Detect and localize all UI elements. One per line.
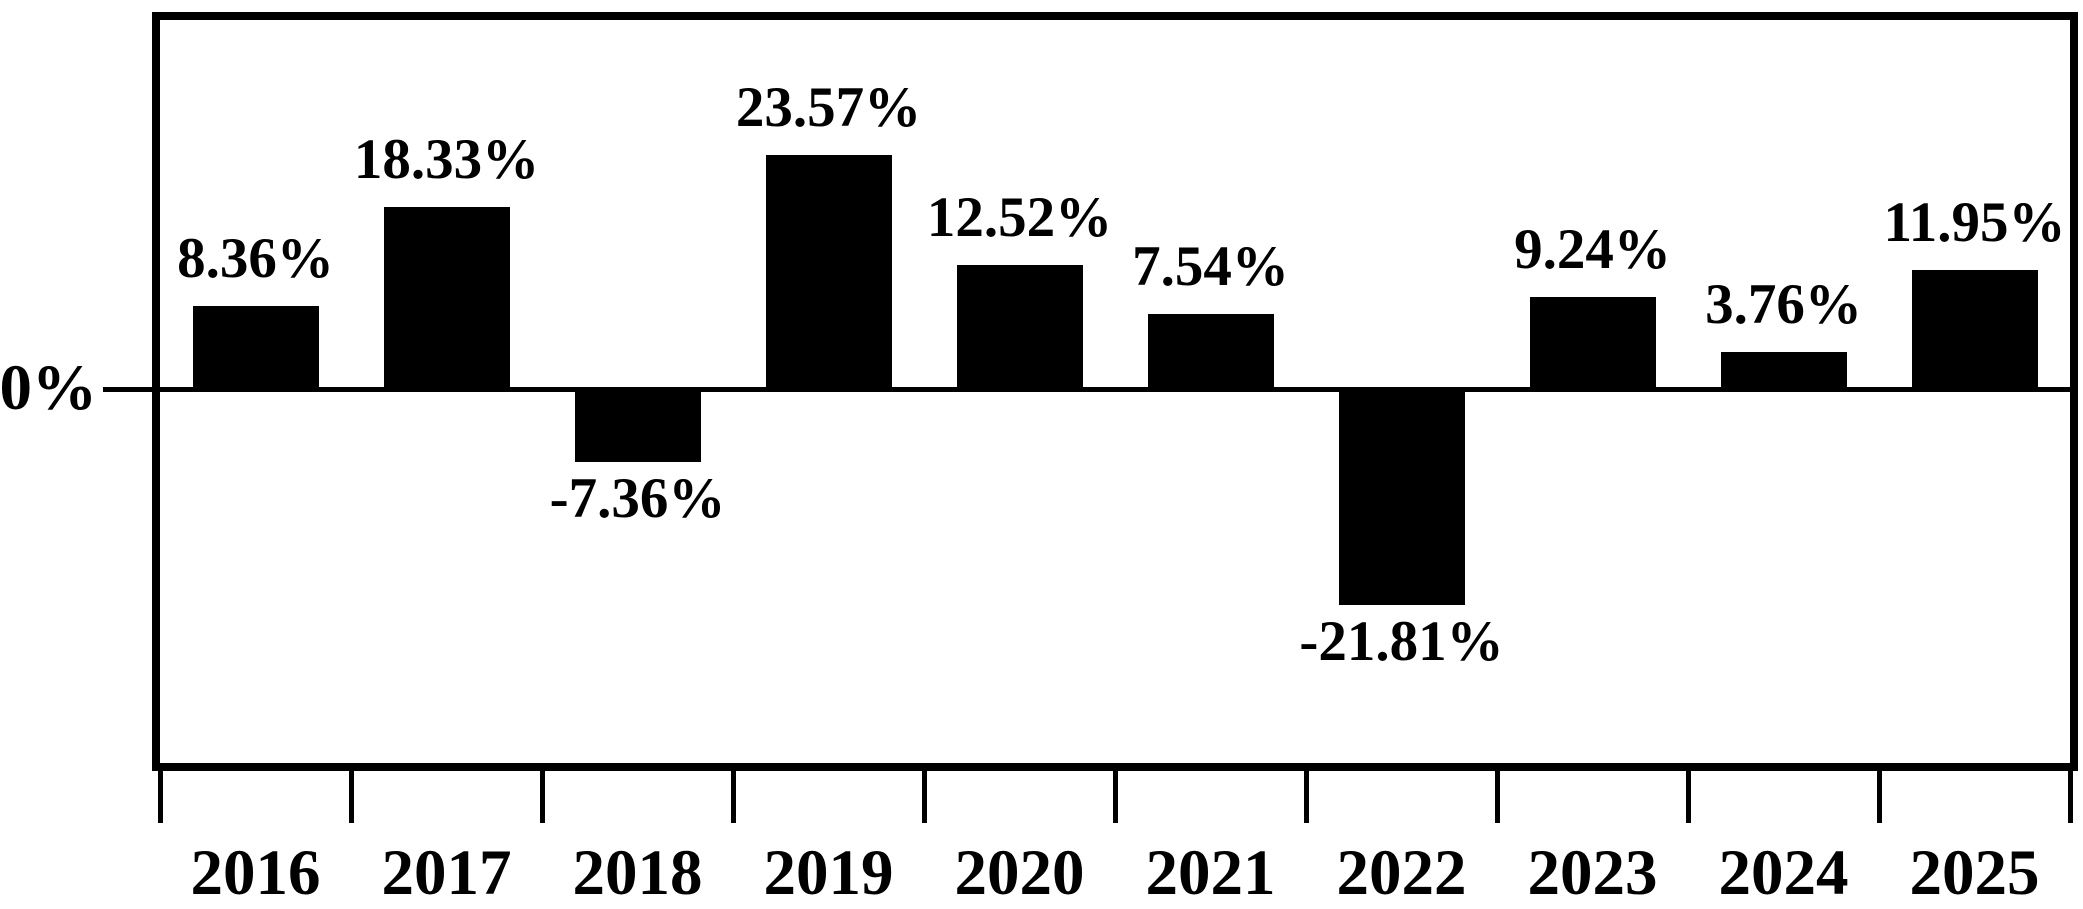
bar-2017: [383, 207, 510, 390]
zero-tick-mark: [103, 386, 152, 392]
bar-value-label: 18.33%: [353, 128, 540, 192]
x-axis-label-2025: 2025: [1909, 837, 2040, 909]
x-axis-tick: [1112, 769, 1118, 823]
bar-2020: [956, 264, 1083, 389]
x-axis-label-2023: 2023: [1527, 837, 1658, 909]
x-axis-label-2021: 2021: [1145, 837, 1276, 909]
x-axis-label-2017: 2017: [381, 837, 512, 909]
bar-value-label: 8.36%: [177, 227, 334, 291]
x-axis-tick: [2067, 769, 2073, 823]
x-axis-label-2024: 2024: [1718, 837, 1849, 909]
bar-value-label: 3.76%: [1705, 272, 1862, 336]
x-axis-tick: [157, 769, 163, 823]
bar-value-label: 12.52%: [926, 185, 1113, 249]
x-axis-label-2018: 2018: [572, 837, 703, 909]
bar-value-label: -21.81%: [1299, 610, 1504, 674]
bar-value-label: 11.95%: [1883, 191, 2066, 255]
x-axis-tick: [921, 769, 927, 823]
x-axis-tick: [539, 769, 545, 823]
zero-baseline: [160, 386, 2070, 392]
bar-2023: [1529, 297, 1656, 390]
x-axis-tick: [348, 769, 354, 823]
bar-value-label: -7.36%: [549, 467, 726, 531]
x-axis-label-2016: 2016: [190, 837, 321, 909]
bar-value-label: 9.24%: [1514, 218, 1671, 282]
bar-value-label: 7.54%: [1132, 235, 1289, 299]
x-axis-label-2020: 2020: [954, 837, 1085, 909]
bar-2024: [1720, 351, 1847, 390]
bar-2025: [1911, 270, 2038, 389]
bar-2016: [192, 306, 319, 389]
x-axis-tick: [1685, 769, 1691, 823]
bar-2022: [1338, 389, 1465, 606]
x-axis-label-2022: 2022: [1336, 837, 1467, 909]
bar-2021: [1147, 314, 1274, 389]
bar-2018: [574, 389, 701, 463]
plot-area-frame: [152, 12, 2078, 771]
bar-2019: [765, 155, 892, 389]
x-axis-label-2019: 2019: [763, 837, 894, 909]
x-axis-tick: [1303, 769, 1309, 823]
x-axis-tick: [1494, 769, 1500, 823]
bar-value-label: 23.57%: [735, 76, 922, 140]
x-axis-tick: [730, 769, 736, 823]
zero-axis-label: 0%: [0, 352, 97, 425]
x-axis-tick: [1876, 769, 1882, 823]
